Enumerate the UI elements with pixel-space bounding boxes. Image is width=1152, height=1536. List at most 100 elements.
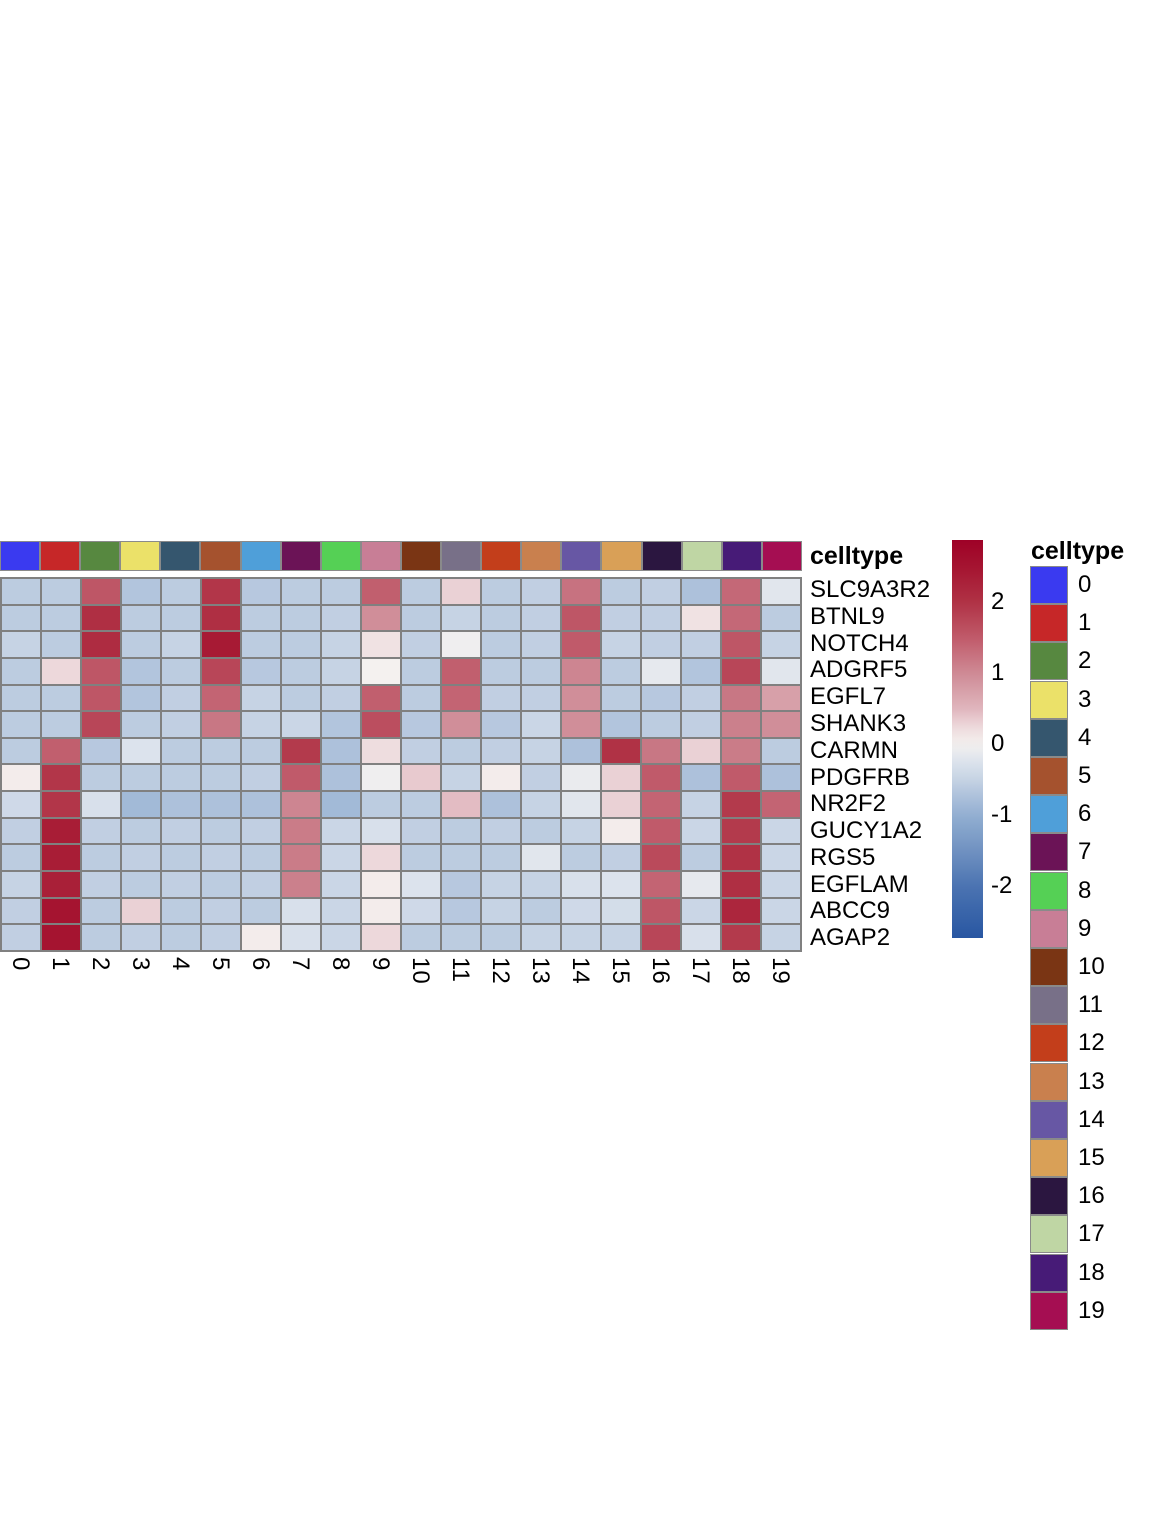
heatmap-cell (201, 737, 241, 765)
heatmap-cell (41, 791, 81, 818)
heatmap-cell (161, 737, 201, 765)
gene-label: ABCC9 (810, 897, 891, 925)
cluster-label: 17 (687, 957, 714, 984)
cluster-label: 11 (447, 957, 474, 982)
gene-label: SLC9A3R2 (810, 576, 931, 603)
heatmap-cell (441, 578, 481, 605)
heatmap-cell (1, 631, 41, 658)
heatmap-cell (401, 604, 441, 632)
heatmap-cell (641, 764, 681, 792)
heatmap-cell (241, 711, 281, 738)
heatmap-cell (641, 604, 681, 632)
legend-swatch (1030, 718, 1068, 757)
annotation-cell (561, 541, 602, 571)
heatmap-cell (641, 657, 681, 685)
heatmap-cell (121, 817, 161, 845)
heatmap-cell (321, 897, 361, 925)
heatmap-cell (441, 871, 481, 898)
heatmap-cell (561, 578, 601, 605)
heatmap-cell (41, 684, 81, 712)
cluster-label: 18 (727, 957, 754, 984)
heatmap-cell (161, 871, 201, 898)
legend-label: 1 (1078, 609, 1092, 637)
heatmap-cell (241, 604, 281, 632)
heatmap-cell (1, 817, 41, 845)
annotation-title: celltype (810, 542, 904, 570)
heatmap-cell (681, 764, 721, 792)
legend-swatch (1030, 795, 1068, 834)
heatmap-cell (161, 897, 201, 925)
heatmap-cell (361, 657, 401, 685)
cluster-label: 13 (527, 957, 554, 984)
heatmap-cell (321, 631, 361, 658)
heatmap-cell (721, 684, 761, 712)
cluster-label: 3 (127, 957, 154, 971)
heatmap-cell (321, 791, 361, 818)
colorbar-tick-label: 2 (991, 588, 1005, 616)
heatmap-cell (81, 684, 121, 712)
celltype-annotation-bar (0, 541, 802, 571)
heatmap-cell (201, 684, 241, 712)
heatmap-cell (521, 657, 561, 685)
heatmap-cell (41, 604, 81, 632)
heatmap-cell (1, 844, 41, 872)
heatmap-cell (161, 844, 201, 872)
heatmap-cell (161, 924, 201, 951)
heatmap-cell (721, 791, 761, 818)
heatmap-cell (441, 631, 481, 658)
heatmap-cell (561, 897, 601, 925)
legend-swatch (1030, 948, 1068, 986)
heatmap-cell (201, 844, 241, 872)
heatmap-cell (481, 817, 521, 845)
colorbar (952, 540, 983, 938)
heatmap-cell (1, 924, 41, 951)
heatmap-cell (281, 817, 321, 845)
legend-swatch (1030, 757, 1068, 795)
heatmap-cell (401, 578, 441, 605)
annotation-cell (120, 541, 161, 571)
heatmap-cell (81, 871, 121, 898)
heatmap-cell (41, 657, 81, 685)
heatmap-cell (521, 684, 561, 712)
heatmap-cell (281, 711, 321, 738)
cluster-label: 16 (647, 957, 674, 984)
legend-swatch (1030, 566, 1068, 604)
heatmap-cell (241, 844, 281, 872)
heatmap-cell (161, 817, 201, 845)
colorbar-tick-label: 1 (991, 659, 1005, 687)
annotation-cell (360, 541, 401, 571)
legend-label: 5 (1078, 762, 1092, 789)
heatmap-cell (321, 604, 361, 632)
heatmap-cell (681, 924, 721, 951)
heatmap-cell (721, 871, 761, 898)
heatmap-cell (401, 764, 441, 792)
heatmap-cell (601, 711, 641, 738)
heatmap-cell (121, 791, 161, 818)
heatmap (0, 577, 802, 952)
heatmap-cell (401, 657, 441, 685)
legend-swatch (1030, 1100, 1068, 1139)
heatmap-cell (721, 578, 761, 605)
heatmap-cell (81, 897, 121, 925)
heatmap-cell (41, 764, 81, 792)
heatmap-cell (521, 897, 561, 925)
annotation-cell (641, 541, 682, 571)
annotation-cell (400, 541, 442, 571)
heatmap-cell (561, 871, 601, 898)
heatmap-cell (761, 817, 801, 845)
heatmap-cell (1, 711, 41, 738)
heatmap-cell (41, 897, 81, 925)
heatmap-cell (481, 711, 521, 738)
heatmap-cell (561, 764, 601, 792)
legend-label: 8 (1078, 876, 1092, 904)
heatmap-cell (121, 631, 161, 658)
heatmap-cell (521, 791, 561, 818)
cluster-label: 2 (87, 957, 114, 971)
annotation-cell (40, 541, 81, 571)
heatmap-cell (681, 897, 721, 925)
cluster-label: 5 (207, 957, 234, 971)
heatmap-cell (241, 897, 281, 925)
heatmap-cell (521, 631, 561, 658)
heatmap-cell (281, 791, 321, 818)
heatmap-cell (361, 631, 401, 658)
